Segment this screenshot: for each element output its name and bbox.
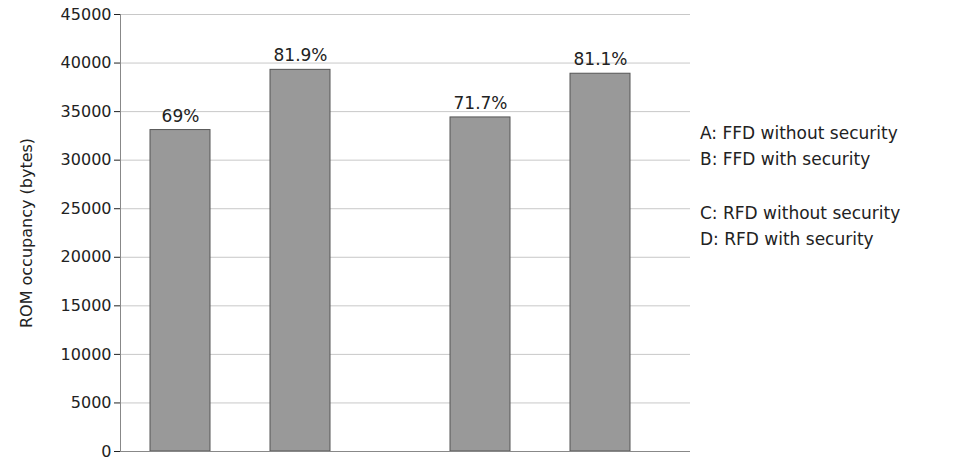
html-text:A: FFD without security: A: FFD without security: [700, 123, 898, 143]
svg-text:10000: 10000: [61, 345, 112, 364]
svg-text:45000: 45000: [61, 5, 112, 24]
svg-text:35000: 35000: [61, 102, 112, 121]
svg-text:5000: 5000: [71, 393, 112, 412]
svg-text:20000: 20000: [61, 247, 112, 266]
svg-text:15000: 15000: [61, 296, 112, 315]
html-text:D: RFD with security: D: RFD with security: [700, 229, 874, 249]
svg-text:69%: 69%: [162, 106, 200, 126]
html-text:C: RFD without security: C: RFD without security: [700, 203, 901, 223]
svg-text:25000: 25000: [61, 199, 112, 218]
svg-text:0: 0: [101, 442, 111, 460]
html-text:B: FFD with security: B: FFD with security: [700, 149, 871, 169]
svg-text:81.1%: 81.1%: [573, 49, 627, 69]
svg-text:30000: 30000: [61, 150, 112, 169]
svg-text:ROM occupancy (bytes): ROM occupancy (bytes): [17, 138, 36, 328]
svg-text:81.9%: 81.9%: [273, 45, 327, 65]
svg-text:71.7%: 71.7%: [453, 93, 507, 113]
svg-text:40000: 40000: [61, 53, 112, 72]
